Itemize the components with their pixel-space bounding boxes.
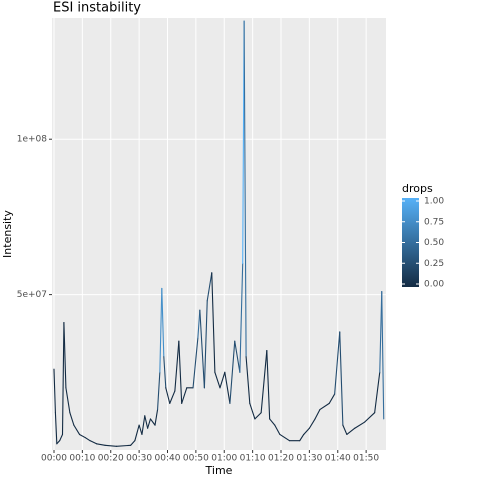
line-segment [303,427,310,436]
x-axis-title: Time [205,464,233,477]
line-segment [149,418,156,426]
legend-colorbar [402,198,419,287]
x-tick-label: 01:30 [296,454,322,464]
legend-label: 0.00 [424,280,444,290]
line-segment [161,287,165,358]
x-tick-label: 00:30 [126,454,152,464]
line-segment [134,424,140,442]
legend-label: 0.25 [424,259,444,269]
line-segment [157,371,161,411]
line-segment [69,412,75,426]
line-segment [328,393,336,404]
legend-title: drops [402,182,433,195]
y-axis-title: Intensity [1,210,14,258]
line-segment [364,412,376,423]
line-segment [65,387,71,414]
line-segment [234,340,241,373]
line-segment [308,418,316,429]
line-segment [374,371,381,414]
x-tick-label: 00:50 [183,454,209,464]
line-segment [104,444,117,447]
line-segment [274,424,281,436]
line-segment [354,421,366,429]
line-segment [269,418,276,426]
line-segment [56,440,61,445]
line-segment [279,433,291,442]
line-segment [96,443,106,446]
line-segment [334,331,341,395]
chart-title: ESI instability [53,1,141,16]
line-segment [239,262,244,373]
line-segment [206,272,213,302]
line-segment [254,412,262,420]
line-segment [199,309,205,389]
line-segment [73,424,81,436]
line-segment [229,340,236,404]
line-segment [381,290,385,420]
line-segment [197,309,201,339]
line-segment [159,287,163,373]
x-tick-label: 01:20 [268,454,294,464]
legend-label: 0.50 [424,238,444,248]
line-segment [214,371,221,389]
line-segment [165,387,171,404]
y-tick-label: 1e+08 [17,135,48,145]
line-segment [249,402,256,420]
line-segment [169,390,176,404]
x-tick-label: 00:20 [98,454,124,464]
line-segment [174,340,180,392]
line-segment [346,427,356,436]
line-segment [314,409,321,420]
line-segment [224,371,231,404]
line-segment [141,415,146,436]
line-segment [154,409,159,426]
line-segment [245,356,251,404]
line-segment [260,349,268,414]
line-segment [178,340,183,404]
line-segment [219,371,226,389]
x-tick-label: 00:00 [41,454,67,464]
line-segment [130,440,136,446]
x-tick-label: 01:00 [211,454,237,464]
line-segment [53,368,56,414]
line-segment [299,433,305,442]
y-tick-label: 5e+07 [17,290,47,300]
line-segment [181,387,188,404]
legend-label: 0.75 [424,217,444,227]
line-segment [203,300,208,389]
line-segment [61,322,65,436]
line-segment [115,444,132,447]
legend-label: 1.00 [424,197,444,207]
line-segment [319,402,330,411]
line-segment [59,433,64,442]
x-tick-label: 00:40 [155,454,181,464]
x-tick-label: 00:10 [69,454,95,464]
line-segment [54,412,58,445]
line-segment [147,418,152,429]
x-tick-label: 01:40 [325,454,351,464]
line-segment [163,356,167,389]
line-segment [211,272,216,373]
line-segment [63,322,67,389]
line-segment [78,433,86,439]
x-tick-label: 01:10 [240,454,266,464]
line-segment [138,424,143,436]
panel [52,18,386,450]
line-segment [89,440,98,445]
line-segment [192,337,199,389]
line-segment [84,437,91,442]
line-segment [266,349,271,420]
line-segment [144,415,149,429]
line-segment [342,424,348,436]
line-segment [243,20,247,358]
x-tick-label: 01:50 [353,454,379,464]
line-segment [339,331,344,426]
